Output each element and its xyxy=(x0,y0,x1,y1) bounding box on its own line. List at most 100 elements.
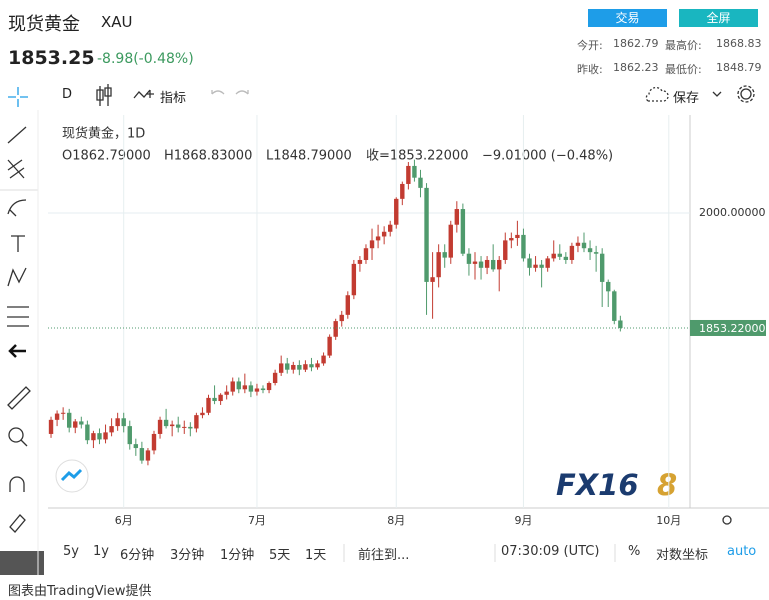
candle-body xyxy=(79,421,84,425)
interval-button[interactable]: D xyxy=(62,87,73,102)
edit-tool[interactable] xyxy=(9,514,26,533)
candle-body xyxy=(266,383,272,391)
range-button[interactable]: 1y xyxy=(93,544,109,559)
candle-body xyxy=(157,419,163,434)
candle-body xyxy=(278,363,284,373)
candle-body xyxy=(145,450,151,461)
settings-icon[interactable] xyxy=(740,88,752,100)
x-tick-label: 10月 xyxy=(656,514,681,527)
candle-body xyxy=(291,364,296,370)
candle-body xyxy=(133,444,139,449)
auto-toggle[interactable]: auto xyxy=(727,544,757,559)
candle-body xyxy=(303,364,308,370)
magnet-tool[interactable] xyxy=(9,476,25,492)
stat-label: 今开: xyxy=(577,39,603,52)
brush-tool[interactable] xyxy=(7,199,27,217)
candle-body xyxy=(97,433,102,440)
fib-tool[interactable] xyxy=(7,159,25,179)
candle-body xyxy=(212,397,217,402)
clock: 07:30:09 (UTC) xyxy=(501,544,600,559)
candle-body xyxy=(103,432,108,440)
cloud-icon[interactable] xyxy=(645,86,669,102)
candle-body xyxy=(587,248,593,253)
candle-body xyxy=(351,263,357,296)
candle-body xyxy=(490,259,496,270)
candle-body xyxy=(509,238,514,241)
range-button[interactable]: 1天 xyxy=(305,548,327,563)
percent-toggle[interactable]: % xyxy=(628,544,641,559)
range-button[interactable]: 5天 xyxy=(269,548,291,563)
footer: 图表由TradingView提供 xyxy=(8,584,152,599)
x-tick-label: 6月 xyxy=(115,514,133,527)
candle-body xyxy=(545,258,550,268)
candle-body xyxy=(54,413,60,420)
last-price-label: 1853.22000 xyxy=(699,322,765,335)
prediction-tool[interactable] xyxy=(7,306,29,327)
goto-button[interactable]: 前往到... xyxy=(358,548,410,563)
candle-body xyxy=(115,418,120,427)
instrument-name: 现货黄金 xyxy=(8,14,80,35)
candle-body xyxy=(357,259,363,264)
candle-icon[interactable] xyxy=(96,84,112,106)
instrument-symbol: XAU xyxy=(101,13,133,31)
candle-body xyxy=(321,355,326,364)
trade-button[interactable]: 交易 xyxy=(588,9,667,27)
range-button[interactable]: 5y xyxy=(63,544,79,559)
candle-body xyxy=(394,198,399,225)
candle-body xyxy=(515,234,520,239)
range-button[interactable]: 3分钟 xyxy=(170,548,205,563)
log-toggle[interactable]: 对数坐标 xyxy=(656,548,709,563)
text-tool[interactable] xyxy=(11,235,25,252)
candle-body xyxy=(169,424,175,427)
candle-body xyxy=(472,261,478,264)
candle-body xyxy=(557,253,562,257)
indicators-button[interactable]: 指标 xyxy=(160,91,187,106)
candle-body xyxy=(163,419,169,427)
candle-body xyxy=(387,224,393,232)
crosshair-tool[interactable] xyxy=(8,87,28,107)
candle-body xyxy=(309,364,314,368)
y-tick-label: 2000.00000 xyxy=(699,206,765,219)
save-dropdown[interactable] xyxy=(712,91,722,97)
measure-tool[interactable] xyxy=(7,386,31,410)
candle-body xyxy=(466,253,472,264)
axis-settings[interactable] xyxy=(722,515,732,525)
undo-redo[interactable] xyxy=(211,90,249,95)
zoom-tool[interactable] xyxy=(8,427,24,443)
candle-body xyxy=(418,177,423,188)
candle-body xyxy=(285,363,290,370)
candle-body xyxy=(230,381,235,392)
stat-value: 1862.23 xyxy=(613,61,659,74)
candle-body xyxy=(454,209,460,225)
candle-body xyxy=(91,433,96,441)
candle-body xyxy=(66,412,72,428)
candle-body xyxy=(73,421,78,428)
candle-body xyxy=(581,242,587,249)
candle-body xyxy=(194,415,199,429)
indicator-icon[interactable] xyxy=(133,89,154,99)
pattern-tool[interactable] xyxy=(7,267,27,287)
stat-value: 1862.79 xyxy=(613,37,659,50)
candle-body xyxy=(369,240,375,249)
legend-title: 现货黄金，1D xyxy=(62,126,145,142)
hide-toolbar[interactable] xyxy=(0,551,44,575)
candle-body xyxy=(436,252,441,278)
candle-body xyxy=(363,248,369,260)
candle-body xyxy=(327,336,332,356)
save-button[interactable]: 保存 xyxy=(673,91,700,106)
x-tick-label: 9月 xyxy=(514,514,532,527)
candle-body xyxy=(109,426,114,433)
stat-value: 1868.83 xyxy=(716,37,762,50)
candle-body xyxy=(400,183,405,199)
range-button[interactable]: 6分钟 xyxy=(120,548,155,563)
line-tool[interactable] xyxy=(7,126,27,144)
range-button[interactable]: 1分钟 xyxy=(220,548,255,563)
stat-value: 1848.79 xyxy=(716,61,762,74)
fullscreen-button[interactable]: 全屏 xyxy=(679,9,758,27)
candle-body xyxy=(242,385,248,390)
back-arrow[interactable] xyxy=(8,344,26,358)
candle-body xyxy=(315,363,320,368)
candle-body xyxy=(260,388,266,391)
candle-body xyxy=(248,385,254,392)
